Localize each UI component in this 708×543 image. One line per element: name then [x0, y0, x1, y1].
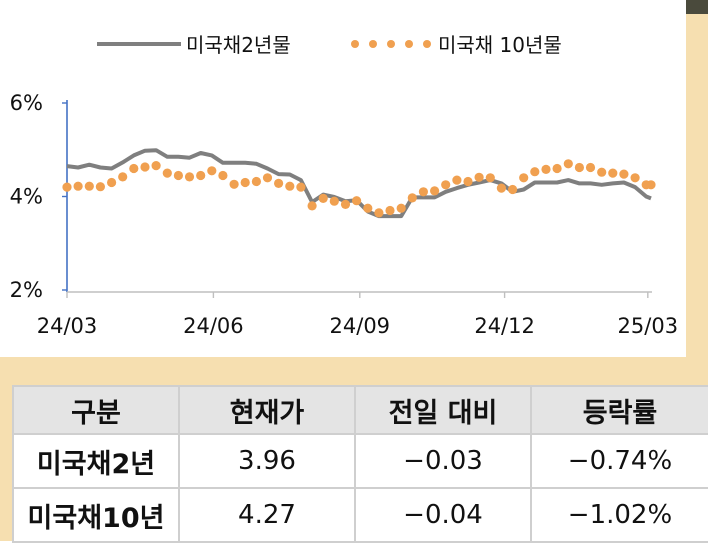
- point-10y: [329, 196, 339, 206]
- point-10y: [107, 177, 117, 188]
- point-10y: [507, 184, 518, 195]
- cell-current: 3.96: [178, 433, 356, 489]
- corner-decoration: [686, 0, 708, 14]
- point-10y: [563, 159, 573, 169]
- header-rate: 등락률: [530, 385, 708, 435]
- legend: 미국채2년물 미국채 10년물: [97, 33, 562, 57]
- point-10y: [151, 161, 161, 171]
- cell-change: −0.04: [354, 487, 532, 543]
- yield-chart: 미국채2년물 미국채 10년물 2%4%6% 24/03 24/06 24/09 24…: [10, 33, 678, 338]
- point-10y: [374, 208, 384, 218]
- point-10y: [574, 162, 585, 173]
- point-10y: [285, 181, 295, 191]
- point-10y: [184, 172, 195, 182]
- point-10y: [474, 172, 484, 182]
- point-10y: [608, 168, 618, 178]
- point-10y: [318, 193, 328, 203]
- point-10y: [240, 177, 250, 188]
- table-header-row: 구분 현재가 전일 대비 등락률: [12, 385, 708, 435]
- y-ticks: 2% 4% 6%: [10, 91, 67, 302]
- point-10y: [585, 162, 596, 173]
- point-10y: [118, 172, 128, 182]
- point-10y: [619, 169, 629, 179]
- legend-swatch-10y: [351, 40, 431, 48]
- point-10y: [519, 173, 529, 183]
- y-tick-label: 2%: [10, 278, 43, 302]
- row-label: 미국채2년: [12, 433, 180, 489]
- point-10y: [646, 180, 656, 190]
- point-10y: [340, 199, 351, 209]
- x-tick-label: 24/06: [183, 314, 244, 338]
- point-10y: [129, 163, 139, 174]
- header-current: 현재가: [178, 385, 356, 435]
- point-10y: [251, 176, 261, 187]
- point-10y: [552, 163, 562, 174]
- point-10y: [274, 178, 284, 188]
- x-tick-label: 24/12: [474, 314, 535, 338]
- point-10y: [262, 173, 273, 183]
- point-10y: [630, 173, 640, 183]
- x-tick-label: 24/09: [330, 314, 391, 338]
- point-10y: [363, 203, 373, 213]
- legend-label-10y: 미국채 10년물: [438, 33, 562, 57]
- y-tick-label: 4%: [10, 185, 43, 209]
- point-10y: [485, 173, 495, 183]
- left-beige-strip: [0, 385, 12, 541]
- table-row: 미국채10년 4.27 −0.04 −1.02%: [12, 487, 708, 543]
- header-category: 구분: [12, 385, 180, 435]
- point-10y: [352, 196, 362, 206]
- legend-label-2y: 미국채2년물: [186, 33, 291, 57]
- point-10y: [597, 167, 607, 177]
- point-10y: [140, 162, 150, 172]
- point-10y: [207, 166, 217, 176]
- point-10y: [296, 182, 306, 192]
- point-10y: [73, 181, 83, 191]
- x-tick-label: 25/03: [618, 314, 679, 338]
- table-row: 미국채2년 3.96 −0.03 −0.74%: [12, 433, 708, 489]
- point-10y: [407, 193, 417, 203]
- chart-panel: [0, 0, 686, 357]
- point-10y: [496, 183, 506, 193]
- point-10y: [452, 175, 462, 185]
- series-line-2y: [66, 148, 652, 219]
- series-points-10y: [62, 159, 656, 218]
- point-10y: [218, 170, 228, 181]
- x-ticks: 24/03 24/06 24/09 24/12 25/03: [37, 292, 678, 338]
- point-10y: [95, 182, 105, 192]
- y-tick-label: 6%: [10, 91, 43, 115]
- row-label: 미국채10년: [12, 487, 180, 543]
- point-10y: [62, 182, 72, 192]
- point-10y: [385, 205, 395, 216]
- x-tick-label: 24/03: [37, 314, 98, 338]
- cell-current: 4.27: [178, 487, 356, 543]
- point-10y: [196, 170, 206, 181]
- header-change: 전일 대비: [354, 385, 532, 435]
- point-10y: [84, 181, 94, 191]
- point-10y: [173, 170, 183, 181]
- point-10y: [541, 164, 551, 174]
- yield-summary-table: 구분 현재가 전일 대비 등락률 미국채2년 3.96 −0.03 −0.74%…: [12, 385, 708, 543]
- cell-rate: −0.74%: [530, 433, 708, 489]
- point-10y: [441, 180, 451, 190]
- cell-rate: −1.02%: [530, 487, 708, 543]
- point-10y: [463, 176, 473, 187]
- cell-change: −0.03: [354, 433, 532, 489]
- point-10y: [430, 186, 440, 196]
- point-10y: [396, 203, 406, 213]
- point-10y: [530, 167, 540, 177]
- point-10y: [418, 187, 428, 197]
- point-10y: [307, 201, 317, 211]
- point-10y: [162, 168, 172, 178]
- point-10y: [229, 179, 239, 189]
